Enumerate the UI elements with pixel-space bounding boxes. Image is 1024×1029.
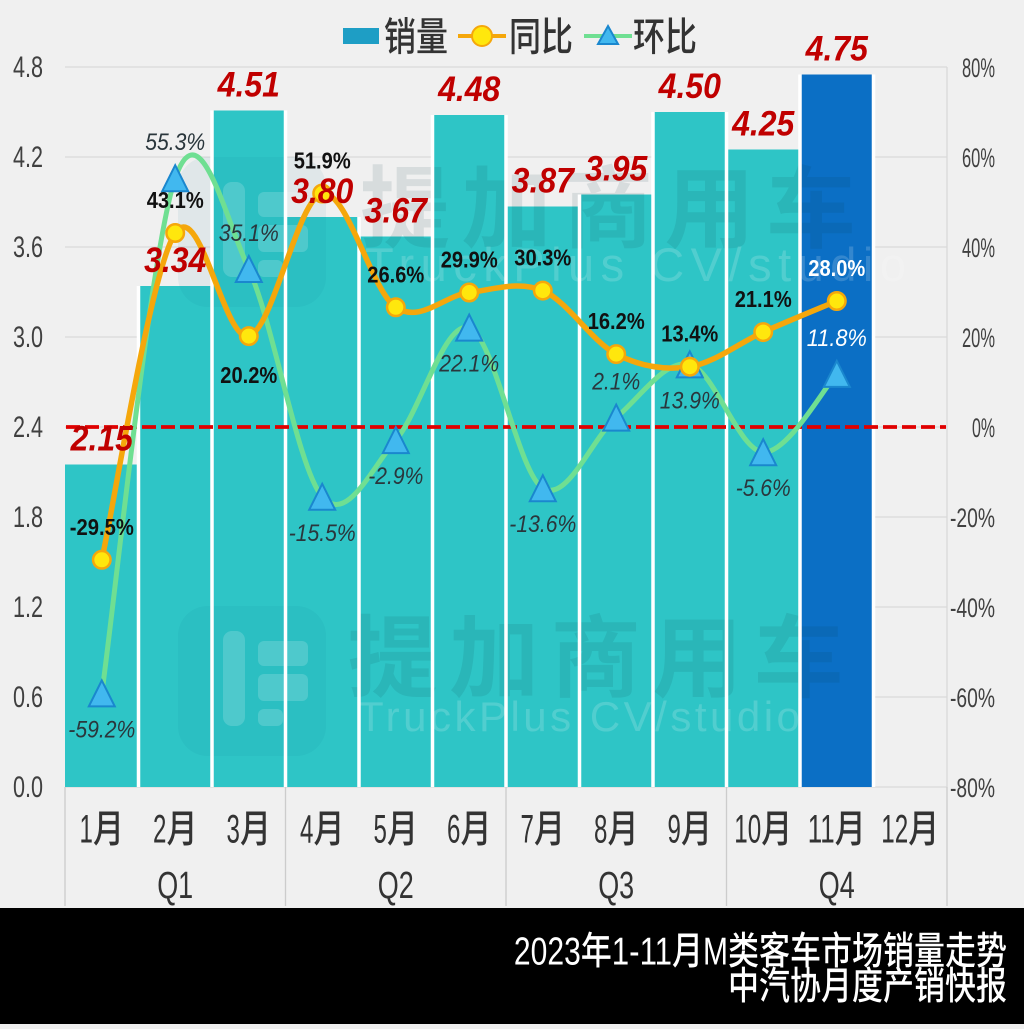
svg-text:22.1%: 22.1% — [438, 351, 499, 378]
svg-text:2.4: 2.4 — [13, 411, 43, 444]
svg-text:TruckPlus CV/studio: TruckPlus CV/studio — [365, 238, 913, 291]
svg-text:7: 7 — [521, 805, 534, 851]
svg-text:3.6: 3.6 — [13, 231, 43, 264]
svg-text:4.50: 4.50 — [658, 68, 721, 107]
svg-text:2: 2 — [153, 805, 166, 851]
svg-text:Q4: Q4 — [819, 865, 855, 907]
svg-text:9: 9 — [668, 805, 681, 851]
svg-text:30.3%: 30.3% — [514, 245, 571, 271]
svg-text:3.95: 3.95 — [585, 150, 648, 189]
svg-text:Q1: Q1 — [157, 865, 193, 907]
svg-text:20.2%: 20.2% — [220, 362, 277, 388]
svg-text:1: 1 — [80, 805, 93, 851]
svg-text:4.51: 4.51 — [217, 66, 280, 105]
svg-text:13.4%: 13.4% — [661, 321, 718, 347]
svg-text:-40%: -40% — [950, 593, 995, 623]
svg-text:-2.9%: -2.9% — [368, 463, 423, 490]
svg-text:-80%: -80% — [950, 773, 995, 803]
svg-text:-15.5%: -15.5% — [289, 520, 356, 547]
svg-text:1.8: 1.8 — [13, 501, 43, 534]
svg-text:6: 6 — [447, 805, 460, 851]
svg-text:55.3%: 55.3% — [145, 129, 205, 156]
svg-text:20%: 20% — [962, 323, 995, 353]
svg-text:11: 11 — [808, 805, 835, 851]
svg-text:29.9%: 29.9% — [441, 247, 498, 273]
svg-text:3.87: 3.87 — [512, 162, 576, 201]
svg-text:11.8%: 11.8% — [807, 325, 867, 352]
svg-text:4.75: 4.75 — [805, 30, 869, 69]
svg-text:8: 8 — [594, 805, 607, 851]
svg-text:-60%: -60% — [950, 683, 995, 713]
svg-text:3.67: 3.67 — [365, 192, 429, 231]
svg-text:Q2: Q2 — [378, 865, 414, 907]
svg-text:26.6%: 26.6% — [367, 261, 424, 287]
svg-text:M: M — [703, 930, 728, 973]
svg-text:4.8: 4.8 — [13, 51, 43, 84]
svg-text:21.1%: 21.1% — [735, 286, 792, 312]
svg-text:3: 3 — [227, 805, 240, 851]
svg-text:2023: 2023 — [514, 930, 581, 973]
svg-text:2.15: 2.15 — [70, 420, 134, 459]
svg-text:4.25: 4.25 — [731, 105, 795, 144]
svg-text:0.0: 0.0 — [13, 771, 43, 804]
svg-text:35.1%: 35.1% — [219, 220, 279, 247]
svg-text:80%: 80% — [962, 53, 995, 83]
svg-text:2.1%: 2.1% — [591, 369, 640, 396]
svg-text:43.1%: 43.1% — [147, 187, 204, 213]
svg-text:4.48: 4.48 — [437, 71, 500, 110]
svg-text:0%: 0% — [972, 413, 995, 443]
svg-text:-5.6%: -5.6% — [736, 475, 791, 502]
svg-text:5: 5 — [374, 805, 387, 851]
svg-text:4: 4 — [300, 805, 313, 851]
svg-text:-59.2%: -59.2% — [68, 716, 135, 743]
svg-text:-29.5%: -29.5% — [70, 514, 134, 540]
svg-text:40%: 40% — [962, 233, 995, 263]
svg-text:Q3: Q3 — [598, 865, 634, 907]
svg-text:3.80: 3.80 — [291, 173, 354, 212]
svg-text:3.0: 3.0 — [13, 321, 43, 354]
svg-text:60%: 60% — [962, 143, 995, 173]
svg-text:1-11: 1-11 — [612, 930, 672, 973]
svg-text:16.2%: 16.2% — [588, 308, 645, 334]
svg-text:4.2: 4.2 — [13, 141, 43, 174]
svg-text:51.9%: 51.9% — [294, 148, 351, 174]
svg-text:13.9%: 13.9% — [660, 387, 720, 414]
svg-text:12: 12 — [881, 805, 908, 851]
svg-text:0.6: 0.6 — [13, 681, 43, 714]
svg-text:28.0%: 28.0% — [808, 255, 865, 281]
svg-text:10: 10 — [734, 805, 761, 851]
svg-text:-13.6%: -13.6% — [509, 511, 576, 538]
svg-text:3.34: 3.34 — [144, 242, 207, 281]
svg-text:1.2: 1.2 — [13, 591, 43, 624]
svg-text:-20%: -20% — [950, 503, 995, 533]
